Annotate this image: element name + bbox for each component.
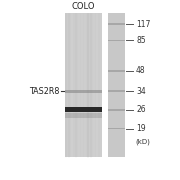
Bar [65,107,102,112]
Bar [108,109,125,111]
Text: 26: 26 [136,105,146,114]
Bar [108,90,125,92]
Text: 48: 48 [136,66,146,75]
Bar [108,40,125,41]
Text: 19: 19 [136,124,146,133]
Bar [108,13,125,158]
Text: TAS2R8: TAS2R8 [30,87,60,96]
Text: COLO: COLO [72,2,95,11]
Bar [108,70,125,72]
Text: 117: 117 [136,20,150,29]
Bar [108,23,125,25]
Text: (kD): (kD) [135,138,150,145]
Text: 85: 85 [136,36,146,45]
Text: 34: 34 [136,87,146,96]
Bar [65,13,102,158]
Bar [65,113,102,118]
Bar [65,90,102,93]
Bar [108,128,125,129]
